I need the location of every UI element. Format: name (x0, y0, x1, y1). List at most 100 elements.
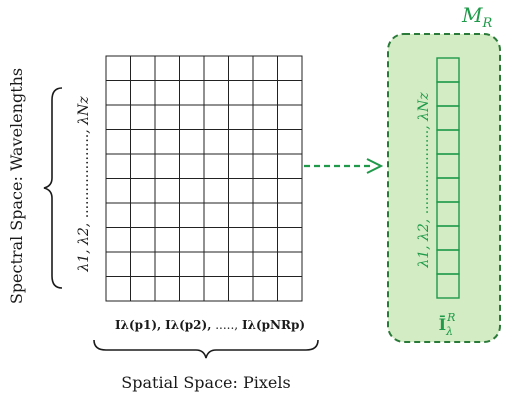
grid-cell (277, 104, 303, 130)
pixel-labels: Iλ(p1), Iλ(p2), ....., Iλ(pNRp) (115, 318, 305, 332)
grid-cell (154, 55, 180, 81)
grid-cell (154, 80, 180, 106)
mean-matrix-box (387, 33, 501, 343)
grid-cell (277, 202, 303, 228)
y-axis-title: Spectral Space: Wavelengths (7, 68, 26, 304)
grid-cell (203, 153, 229, 179)
grid-cell (203, 178, 229, 204)
left-brace (43, 87, 63, 289)
grid-cell (154, 227, 180, 253)
grid-cell (203, 80, 229, 106)
grid-cell (130, 202, 156, 228)
grid-cell (130, 178, 156, 204)
grid-cell (154, 178, 180, 204)
pixel-label-1: Iλ(p1), (115, 318, 161, 332)
grid-cell (228, 251, 254, 277)
grid-cell (105, 227, 131, 253)
grid-cell (130, 251, 156, 277)
grid-cell (252, 227, 278, 253)
grid-cell (105, 153, 131, 179)
grid-cell (228, 178, 254, 204)
grid-cell (252, 251, 278, 277)
grid-cell (179, 80, 205, 106)
grid-cell (252, 276, 278, 302)
grid-cell (179, 227, 205, 253)
wavelength-labels: λ1, λ2, ..................., λNz (76, 96, 92, 273)
grid-cell (277, 251, 303, 277)
grid-cell (130, 55, 156, 81)
mean-vector (436, 57, 460, 299)
pixel-label-2: Iλ(p2), (165, 318, 211, 332)
grid-cell (277, 80, 303, 106)
grid-cell (228, 276, 254, 302)
grid-cell (105, 202, 131, 228)
grid-cell (203, 55, 229, 81)
grid-cell (105, 178, 131, 204)
grid-cell (105, 55, 131, 81)
grid-cell (277, 129, 303, 155)
mean-vector-label: ĪλR (439, 311, 456, 338)
grid-cell (105, 129, 131, 155)
grid-cell (277, 178, 303, 204)
grid-cell (228, 55, 254, 81)
grid-cell (203, 129, 229, 155)
arrow-head-icon (366, 158, 384, 174)
bottom-brace (93, 339, 319, 359)
grid-cell (252, 104, 278, 130)
grid-cell (252, 80, 278, 106)
grid-cell (252, 202, 278, 228)
grid-cell (228, 153, 254, 179)
grid-cell (228, 129, 254, 155)
grid-cell (179, 104, 205, 130)
grid-cell (154, 129, 180, 155)
vector-cell (436, 273, 460, 299)
grid-cell (130, 104, 156, 130)
wavelength-label-start: λ1, λ2, (76, 218, 92, 272)
x-axis-title: Spatial Space: Pixels (121, 373, 290, 392)
grid-cell (252, 153, 278, 179)
grid-cell (130, 129, 156, 155)
pixel-label-dots: ....., (215, 318, 238, 332)
grid-cell (277, 55, 303, 81)
grid-cell (228, 80, 254, 106)
grid-cell (154, 276, 180, 302)
grid-cell (179, 276, 205, 302)
grid-cell (179, 153, 205, 179)
grid-cell (277, 276, 303, 302)
grid-cell (130, 153, 156, 179)
grid-cell (154, 202, 180, 228)
grid-cell (179, 251, 205, 277)
matrix-label: MR (461, 3, 492, 31)
grid-cell (203, 104, 229, 130)
grid-cell (105, 80, 131, 106)
grid-cell (228, 104, 254, 130)
grid-cell (105, 276, 131, 302)
grid-cell (154, 153, 180, 179)
grid-cell (179, 55, 205, 81)
grid-cell (203, 202, 229, 228)
grid-cell (228, 227, 254, 253)
grid-cell (105, 104, 131, 130)
grid-cell (228, 202, 254, 228)
grid-cell (252, 129, 278, 155)
pixel-label-last: Iλ(pNRp) (242, 318, 305, 332)
grid-cell (179, 178, 205, 204)
grid-cell (130, 276, 156, 302)
grid-cell (179, 129, 205, 155)
grid-cell (252, 178, 278, 204)
grid-cell (154, 104, 180, 130)
vector-wavelength-labels: λ1, λ2, ..................., λNz (416, 92, 432, 269)
grid-cell (252, 55, 278, 81)
grid-cell (277, 153, 303, 179)
grid-cell (130, 227, 156, 253)
grid-cell (203, 227, 229, 253)
wavelength-label-dots: ................... (76, 134, 92, 219)
grid-cell (277, 227, 303, 253)
grid-cell (203, 251, 229, 277)
pixel-wavelength-grid (105, 55, 303, 302)
grid-cell (154, 251, 180, 277)
grid-cell (203, 276, 229, 302)
grid-cell (130, 80, 156, 106)
